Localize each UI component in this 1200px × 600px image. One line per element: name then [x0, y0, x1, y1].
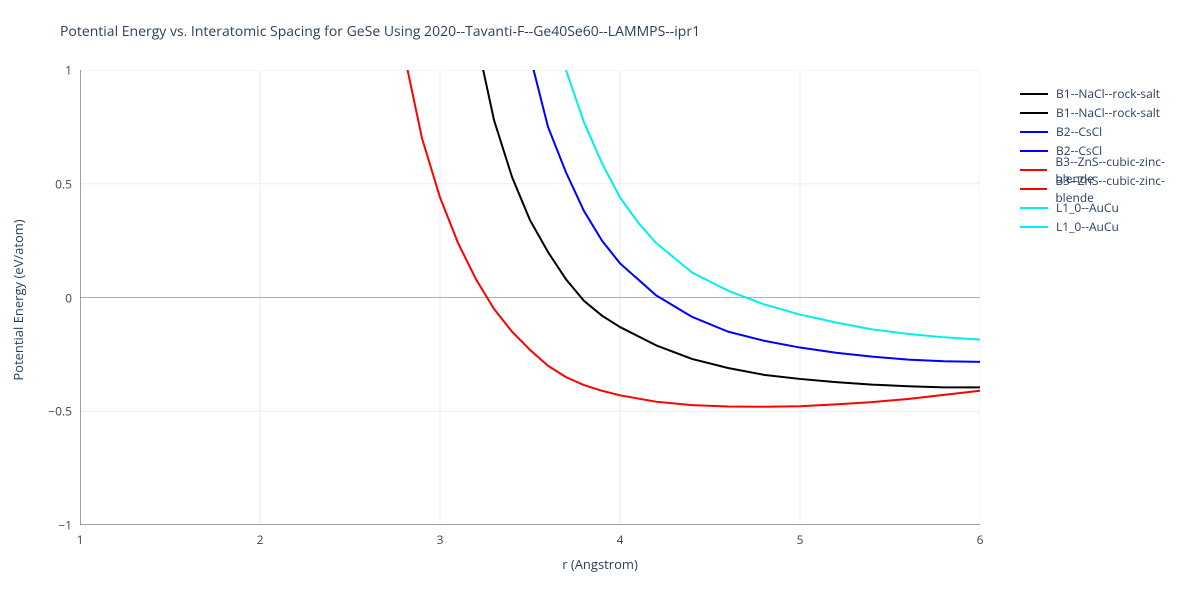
chart-title: Potential Energy vs. Interatomic Spacing…	[60, 22, 700, 41]
legend-item[interactable]: B3--ZnS--cubic-zinc-blende	[1020, 179, 1200, 198]
y-tick-label: 0	[32, 289, 72, 306]
x-tick-label: 1	[77, 531, 84, 548]
series-line[interactable]	[566, 70, 980, 340]
legend-item[interactable]: L1_0--AuCu	[1020, 217, 1200, 236]
chart-container: Potential Energy vs. Interatomic Spacing…	[0, 0, 1200, 600]
legend-swatch	[1020, 226, 1048, 228]
plot-area[interactable]	[80, 70, 980, 525]
legend-swatch	[1020, 207, 1048, 209]
series-line[interactable]	[534, 70, 980, 362]
y-tick-label: −0.5	[32, 403, 72, 420]
series-line[interactable]	[483, 70, 980, 387]
legend-swatch	[1020, 112, 1048, 114]
legend-swatch	[1020, 150, 1048, 152]
x-tick-label: 2	[257, 531, 264, 548]
y-tick-label: −1	[32, 517, 72, 534]
legend-label: L1_0--AuCu	[1056, 199, 1119, 216]
x-axis-label: r (Angstrom)	[0, 555, 1200, 573]
legend-swatch	[1020, 188, 1047, 190]
legend-item[interactable]: B1--NaCl--rock-salt	[1020, 103, 1200, 122]
legend-label: B1--NaCl--rock-salt	[1056, 85, 1160, 102]
legend-swatch	[1020, 93, 1048, 95]
x-tick-label: 5	[797, 531, 804, 548]
x-tick-label: 6	[977, 531, 984, 548]
legend-label: L1_0--AuCu	[1056, 218, 1119, 235]
legend-label: B1--NaCl--rock-salt	[1056, 104, 1160, 121]
y-tick-label: 1	[32, 62, 72, 79]
legend: B1--NaCl--rock-salt B1--NaCl--rock-salt B2…	[1020, 84, 1200, 236]
legend-item[interactable]: B1--NaCl--rock-salt	[1020, 84, 1200, 103]
legend-swatch	[1020, 131, 1048, 133]
y-tick-label: 0.5	[32, 175, 72, 192]
x-tick-label: 3	[437, 531, 444, 548]
x-tick-label: 4	[617, 531, 624, 548]
legend-item[interactable]: B2--CsCl	[1020, 122, 1200, 141]
legend-label: B2--CsCl	[1056, 123, 1102, 140]
legend-swatch	[1020, 169, 1047, 171]
y-axis-label: Potential Energy (eV/atom)	[9, 219, 27, 380]
